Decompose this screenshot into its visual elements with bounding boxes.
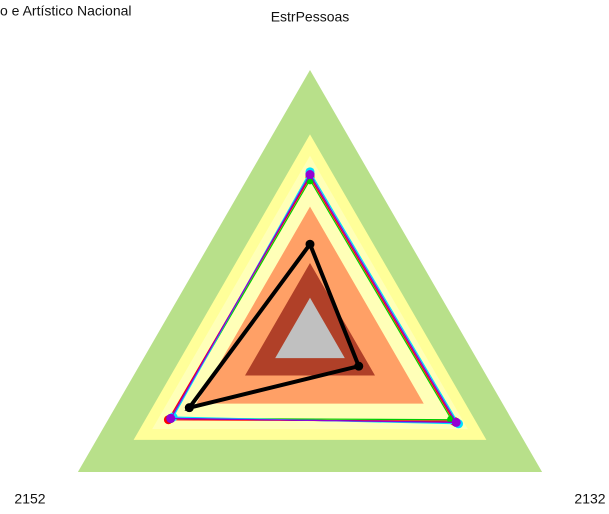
axis-label: EstrPessoas: [271, 9, 350, 25]
axis-label: 2152: [14, 491, 45, 507]
series-point: [166, 413, 176, 423]
series-point: [451, 417, 461, 427]
series-point: [305, 170, 315, 180]
series-point: [184, 403, 194, 413]
series-line: [184, 240, 362, 411]
band: [275, 297, 345, 359]
axis-label: 2132: [574, 491, 605, 507]
series-point: [354, 361, 364, 371]
chart-title: o e Artístico Nacional: [0, 3, 132, 19]
series-line: [169, 173, 458, 424]
series-point: [305, 239, 315, 249]
series-line: [169, 178, 453, 421]
